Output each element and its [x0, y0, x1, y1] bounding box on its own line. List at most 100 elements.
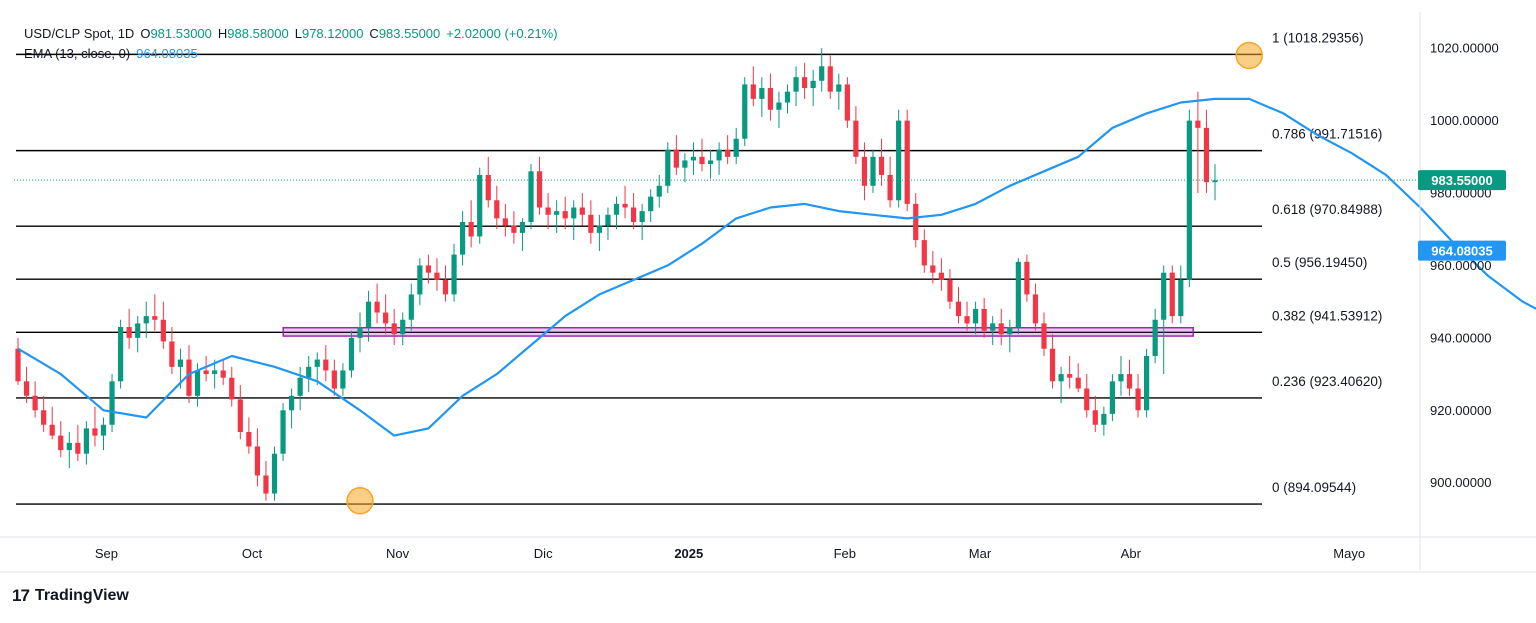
pivot-markers [346, 41, 1263, 515]
fib-level-label: 0 (894.09544) [1272, 480, 1356, 495]
candle-body [442, 279, 449, 295]
candle-body [143, 316, 149, 324]
x-tick-label: 2025 [674, 546, 703, 561]
tradingview-brand[interactable]: 17 TradingView [12, 586, 129, 606]
candle-body [391, 323, 397, 335]
candle-body [973, 308, 979, 324]
candle-body [32, 395, 38, 411]
candle-body [1126, 374, 1133, 389]
fib-level-label: 0.5 (956.19450) [1272, 255, 1367, 270]
candle-body [861, 156, 868, 186]
candle-body [1161, 272, 1167, 320]
candle-body [1084, 388, 1090, 411]
candle-body [1101, 413, 1107, 425]
candle-body [485, 174, 491, 201]
candle-body [271, 453, 278, 494]
fib-level-label: 0.786 (991.71516) [1272, 127, 1382, 142]
candlestick-series [15, 48, 1218, 501]
fib-level-label: 1 (1018.29356) [1272, 30, 1364, 45]
candle-body [810, 80, 816, 89]
candle-body [759, 88, 765, 99]
x-tick-label: Dic [534, 546, 553, 561]
candle-body [819, 66, 825, 81]
candle-body [306, 366, 312, 378]
candle-body [451, 254, 457, 295]
candle-body [434, 272, 440, 280]
candle-body [1041, 323, 1047, 349]
candle-body [1203, 127, 1210, 183]
close-label: C [369, 26, 379, 41]
candle-body [896, 120, 902, 201]
candle-body [913, 203, 919, 241]
candle-body [1212, 180, 1218, 183]
candle-body [1152, 319, 1158, 356]
low-value: 978.12000 [301, 26, 364, 41]
candle-body [126, 327, 132, 338]
candle-body [66, 442, 72, 451]
candle-body [998, 323, 1004, 335]
close-value: 983.55000 [378, 26, 441, 41]
symbol-title[interactable]: USD/CLP Spot, 1D [24, 26, 135, 41]
candle-body [1169, 272, 1175, 317]
candle-body [921, 240, 927, 266]
candle-body [793, 77, 799, 92]
ema-row: EMA (13, close, 0) 964.08035 [24, 44, 558, 64]
candle-body [733, 138, 739, 157]
candle-body [947, 279, 953, 302]
candle-body [1075, 377, 1081, 389]
ema-legend-value: 964.08035 [136, 46, 198, 61]
candle-body [169, 341, 175, 367]
candle-body [477, 174, 483, 237]
candle-body [49, 424, 55, 436]
candle-body [938, 272, 944, 280]
candle-body [177, 359, 184, 367]
candle-body [194, 370, 201, 396]
candle-body [596, 225, 602, 233]
candle-body [588, 214, 594, 233]
candle-body [331, 370, 337, 389]
candle-body [964, 316, 970, 324]
candle-body [1024, 261, 1030, 295]
candle-body [1067, 374, 1073, 378]
y-tick-label: 940.00000 [1430, 330, 1491, 345]
pivot-marker-circle [1235, 41, 1263, 70]
candle-body [519, 222, 526, 233]
candle-body [613, 203, 620, 215]
high-label: H [217, 26, 228, 41]
candle-body [699, 156, 705, 165]
candle-body [1178, 279, 1184, 317]
candle-body [665, 149, 671, 186]
candle-body [152, 316, 158, 320]
candle-body [118, 327, 124, 382]
candle-body [135, 323, 141, 338]
fib-level-label: 0.382 (941.53912) [1272, 308, 1382, 323]
candle-body [186, 359, 192, 396]
candle-body [511, 225, 517, 233]
ema-label[interactable]: EMA (13, close, 0) [24, 46, 131, 61]
candle-body [887, 174, 893, 201]
candle-body [348, 337, 355, 371]
candle-body [776, 102, 782, 110]
candle-body [690, 156, 697, 161]
candle-body [1195, 120, 1201, 128]
candle-body [41, 410, 47, 425]
candle-body [92, 428, 98, 436]
candle-body [15, 348, 21, 382]
candle-body [1092, 410, 1098, 425]
candle-body [1015, 261, 1021, 327]
chart-legend: USD/CLP Spot, 1D O981.53000 H988.58000 L… [24, 24, 558, 64]
candle-body [460, 222, 466, 255]
candle-body [1032, 294, 1039, 324]
support-zone [282, 326, 1194, 337]
brand-name: TradingView [34, 587, 129, 604]
candle-body [545, 207, 551, 215]
candle-body [220, 370, 226, 378]
candle-body [357, 327, 363, 338]
candle-body [844, 84, 850, 121]
ema-price-label: 964.08035 [1431, 244, 1492, 259]
high-value: 988.58000 [227, 26, 289, 41]
candle-body [314, 359, 320, 367]
candle-body [229, 377, 235, 400]
